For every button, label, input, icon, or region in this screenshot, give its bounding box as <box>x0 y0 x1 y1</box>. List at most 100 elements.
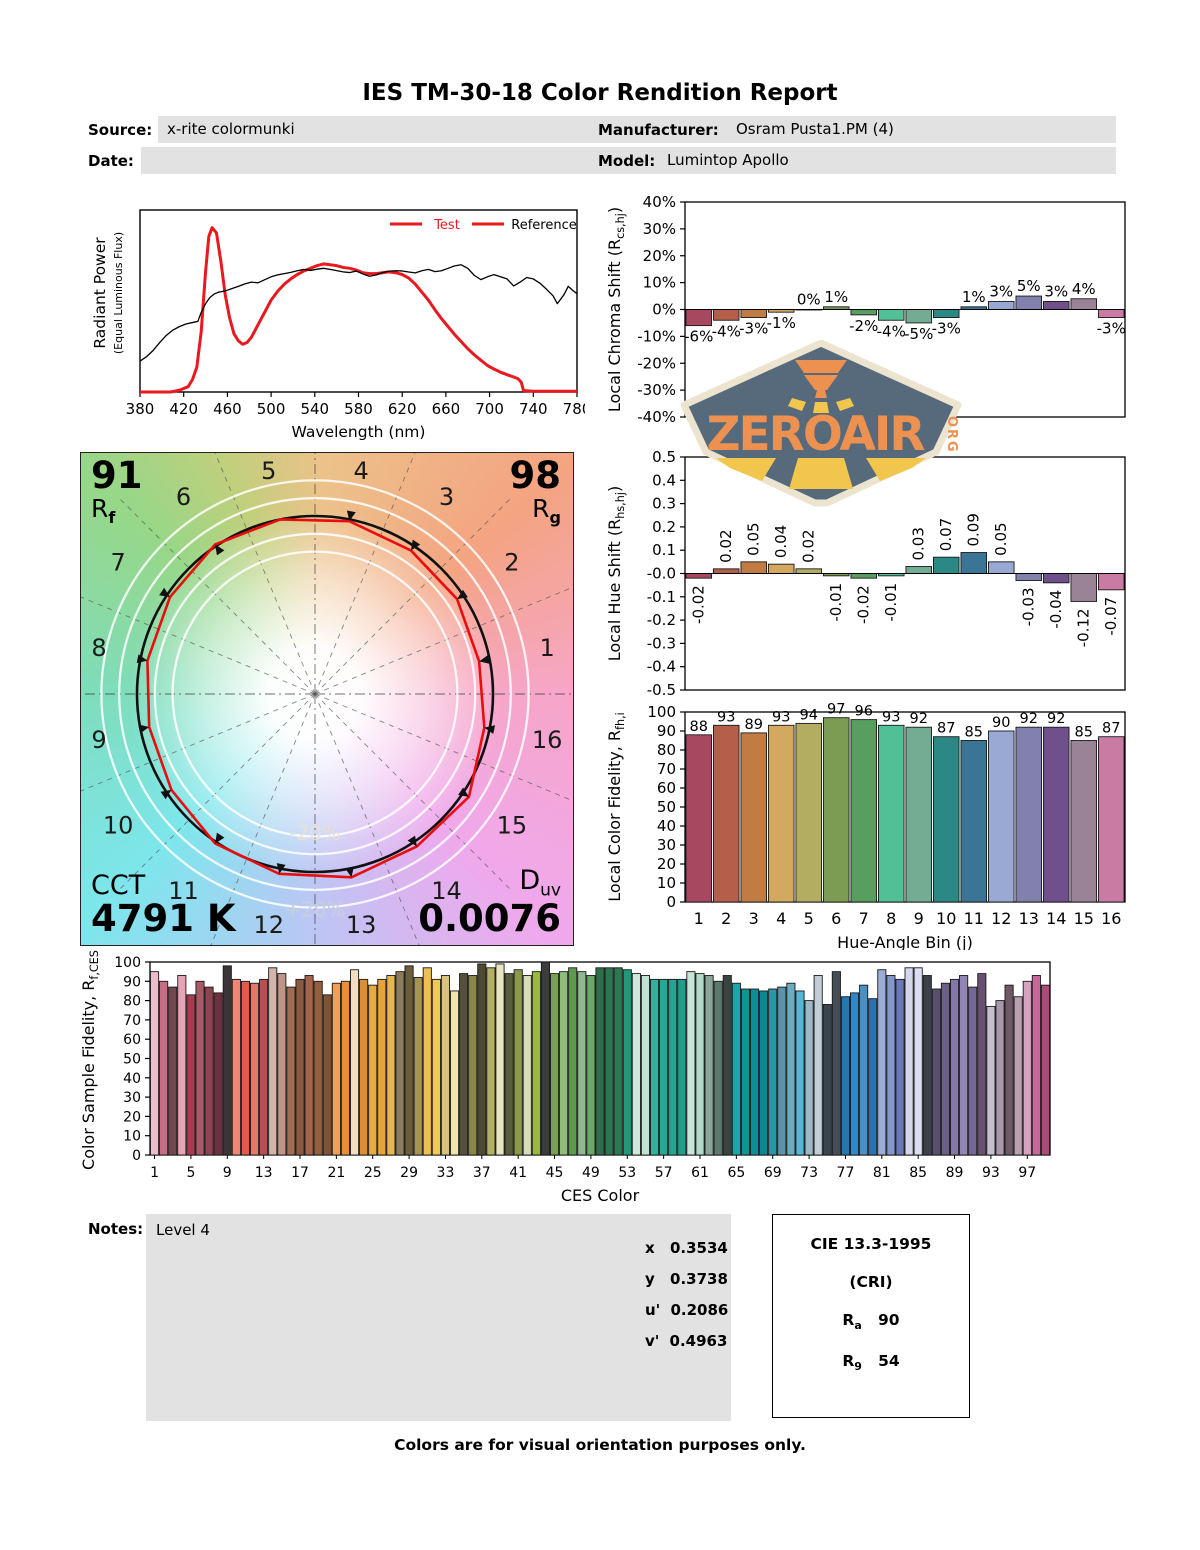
u-prime-value: 0.2086 <box>670 1301 729 1319</box>
y-value: 0.3738 <box>670 1270 728 1288</box>
svg-text:93: 93 <box>772 709 790 725</box>
ra-value: Ra 90 <box>842 1311 900 1333</box>
source-label: Source: <box>88 121 153 139</box>
svg-text:21: 21 <box>327 1165 345 1181</box>
date-label: Date: <box>88 152 134 170</box>
svg-text:50: 50 <box>657 798 676 816</box>
svg-text:4%: 4% <box>1072 280 1096 298</box>
svg-text:580: 580 <box>344 400 373 418</box>
svg-text:37: 37 <box>473 1165 491 1181</box>
svg-text:97: 97 <box>827 702 845 718</box>
svg-text:-4%: -4% <box>712 322 741 340</box>
svg-text:93: 93 <box>982 1165 1000 1181</box>
svg-text:3%: 3% <box>1044 282 1068 300</box>
svg-text:100: 100 <box>647 703 676 721</box>
svg-text:10: 10 <box>123 1129 141 1145</box>
chromaticity-coordinates: x 0.3534 y 0.3738 u' 0.2086 v' 0.4963 <box>645 1238 728 1350</box>
svg-text:660: 660 <box>432 400 461 418</box>
svg-text:-30%: -30% <box>637 381 676 399</box>
svg-text:1%: 1% <box>962 288 986 306</box>
svg-text:65: 65 <box>727 1165 745 1181</box>
svg-text:85: 85 <box>909 1165 927 1181</box>
svg-text:-4%: -4% <box>877 322 906 340</box>
svg-text:0: 0 <box>132 1148 141 1164</box>
svg-text:1: 1 <box>540 634 555 662</box>
zeroair-watermark-logo: ZEROAIR ORG <box>680 340 962 507</box>
svg-text:100: 100 <box>114 955 141 971</box>
model-field: Lumintop Apollo <box>658 147 1116 174</box>
svg-text:53: 53 <box>618 1165 636 1181</box>
notes-label: Notes: <box>88 1220 144 1238</box>
v-prime-label: v' <box>645 1332 660 1350</box>
svg-text:Local Color Fidelity, Rfh,i: Local Color Fidelity, Rfh,i <box>605 712 627 902</box>
svg-text:1: 1 <box>150 1165 159 1181</box>
svg-text:40: 40 <box>657 817 676 835</box>
svg-text:57: 57 <box>655 1165 673 1181</box>
svg-text:20: 20 <box>123 1109 141 1125</box>
svg-text:12: 12 <box>254 911 285 939</box>
svg-text:9: 9 <box>223 1165 232 1181</box>
svg-text:-0.2: -0.2 <box>647 611 676 629</box>
cri-box: CIE 13.3-1995 (CRI) Ra 90 R9 54 <box>772 1214 970 1418</box>
svg-text:40%: 40% <box>643 193 676 211</box>
svg-text:0.02: 0.02 <box>717 529 735 562</box>
watermark-org-text: ORG <box>944 416 959 454</box>
svg-text:-0.0: -0.0 <box>647 565 676 583</box>
svg-text:5: 5 <box>804 909 814 928</box>
svg-text:9: 9 <box>914 909 924 928</box>
svg-text:49: 49 <box>582 1165 600 1181</box>
svg-text:Radiant Power: Radiant Power <box>91 237 109 349</box>
svg-text:60: 60 <box>123 1032 141 1048</box>
svg-text:5%: 5% <box>1017 277 1041 295</box>
cri-subtitle: (CRI) <box>849 1273 893 1291</box>
svg-text:-0.01: -0.01 <box>882 583 900 622</box>
svg-text:0.5: 0.5 <box>652 448 676 466</box>
svg-text:0.09: 0.09 <box>965 513 983 546</box>
local-hue-shift-chart: -0.5 -0.4 -0.3 -0.2 -0.1 -0.0 0.1 0.2 0.3 0.4 0.5 -… <box>605 448 1126 699</box>
svg-text:3%: 3% <box>989 282 1013 300</box>
date-field <box>141 147 731 174</box>
light-rays-icon <box>716 398 926 489</box>
svg-text:+20%: +20% <box>284 898 345 922</box>
svg-text:-0.01: -0.01 <box>827 583 845 622</box>
svg-text:0.4: 0.4 <box>652 471 676 489</box>
svg-text:0.05: 0.05 <box>992 522 1010 555</box>
svg-text:-5%: -5% <box>904 325 933 343</box>
watermark-text: ZEROAIR <box>706 407 925 462</box>
svg-text:89: 89 <box>745 717 763 733</box>
svg-text:94: 94 <box>800 707 818 723</box>
svg-text:-0.02: -0.02 <box>690 585 708 624</box>
svg-text:15: 15 <box>497 812 528 840</box>
svg-text:13: 13 <box>1019 909 1039 928</box>
svg-text:41: 41 <box>509 1165 527 1181</box>
svg-text:0.02: 0.02 <box>800 529 818 562</box>
svg-text:14: 14 <box>1046 909 1066 928</box>
svg-text:92: 92 <box>1020 711 1038 727</box>
manufacturer-field: Osram Pusta1.PM (4) <box>727 116 1116 143</box>
local-color-fidelity-chart: 0102030405060708090100881932893934945976… <box>605 702 1126 950</box>
svg-text:29: 29 <box>400 1165 418 1181</box>
svg-text:9: 9 <box>91 726 106 754</box>
svg-text:70: 70 <box>123 1013 141 1029</box>
svg-text:10%: 10% <box>643 274 676 292</box>
manufacturer-label: Manufacturer: <box>598 121 719 139</box>
svg-text:13: 13 <box>255 1165 273 1181</box>
v-prime-value: 0.4963 <box>669 1332 728 1350</box>
svg-text:0.1: 0.1 <box>652 541 676 559</box>
x-label: x <box>645 1239 655 1257</box>
svg-text:540: 540 <box>300 400 329 418</box>
svg-text:380: 380 <box>126 400 155 418</box>
spectral-power-chart: 380 420 460 500 540 580 620 660 700 740 780 Wavelen… <box>91 209 585 441</box>
svg-text:CES Color: CES Color <box>561 1186 640 1202</box>
svg-text:Test: Test <box>433 218 460 233</box>
svg-text:500: 500 <box>257 400 286 418</box>
svg-text:460: 460 <box>213 400 242 418</box>
svg-text:0.03: 0.03 <box>910 527 928 560</box>
svg-text:30%: 30% <box>643 220 676 238</box>
cct-value: CCT 4791 K <box>91 869 236 941</box>
svg-text:-0.03: -0.03 <box>1020 587 1038 626</box>
svg-text:0.3: 0.3 <box>652 495 676 513</box>
x-value: 0.3534 <box>669 1239 728 1257</box>
svg-text:14: 14 <box>431 877 462 905</box>
